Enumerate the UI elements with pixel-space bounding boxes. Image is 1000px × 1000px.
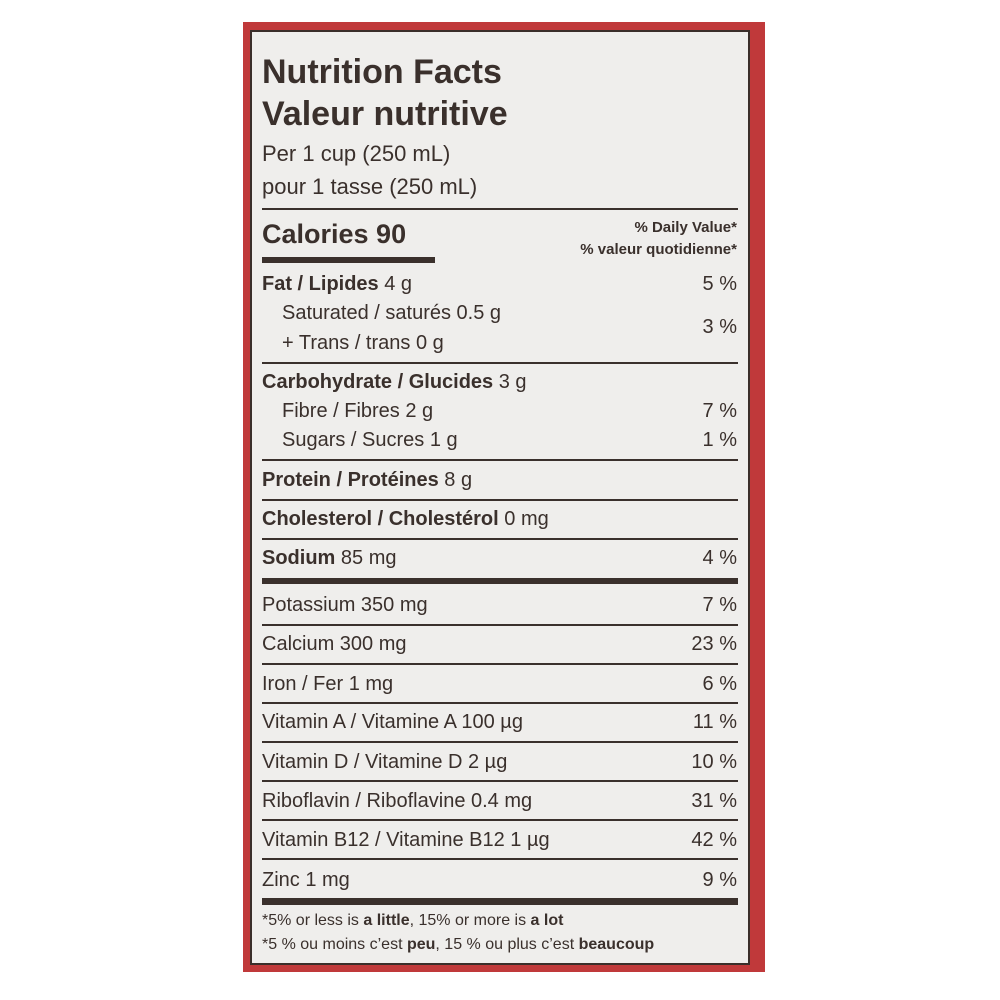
riboflavin-dv: 31 % [691, 790, 737, 812]
protein-row: Protein / Protéines 8 g [262, 469, 473, 491]
sodium-dv: 4 % [702, 547, 737, 569]
vitamin-a-row: Vitamin A / Vitamine A 100 µg [262, 711, 523, 733]
divider [262, 208, 738, 210]
divider [262, 741, 738, 743]
thick-divider [262, 898, 738, 905]
serving-fr: pour 1 tasse (250 mL) [262, 174, 478, 199]
saturated-trans-dv: 3 % [702, 316, 737, 338]
cholesterol-row: Cholesterol / Cholestérol 0 mg [262, 508, 549, 530]
sugars-dv: 1 % [702, 429, 737, 451]
potassium-dv: 7 % [702, 594, 737, 616]
fat-dv: 5 % [702, 273, 737, 295]
dv-header-en: % Daily Value* [634, 219, 737, 236]
calcium-row: Calcium 300 mg [262, 633, 407, 655]
footnote-en: *5% or less is a little, 15% or more is … [262, 912, 564, 929]
fibre-row: Fibre / Fibres 2 g [282, 400, 434, 422]
calories-bar [262, 257, 435, 263]
divider [262, 780, 738, 782]
divider [262, 362, 738, 364]
trans-row: + Trans / trans 0 g [282, 332, 444, 354]
dv-header-fr: % valeur quotidienne* [580, 241, 737, 258]
calories: Calories 90 [262, 219, 407, 249]
thick-divider [262, 578, 738, 584]
serving-en: Per 1 cup (250 mL) [262, 141, 451, 166]
footnote-fr: *5 % ou moins c’est peu, 15 % ou plus c’… [262, 936, 655, 953]
calcium-dv: 23 % [691, 633, 737, 655]
divider [262, 538, 738, 540]
iron-dv: 6 % [702, 673, 737, 695]
carbohydrate-row: Carbohydrate / Glucides 3 g [262, 371, 527, 393]
sodium-row: Sodium 85 mg [262, 547, 397, 569]
sugars-row: Sugars / Sucres 1 g [282, 429, 458, 451]
divider [262, 663, 738, 665]
divider [262, 459, 738, 461]
zinc-dv: 9 % [702, 869, 737, 891]
divider [262, 819, 738, 821]
divider [262, 499, 738, 501]
saturated-row: Saturated / saturés 0.5 g [282, 302, 502, 324]
title-fr: Valeur nutritive [262, 95, 508, 133]
nutrition-facts-panel [250, 30, 750, 965]
divider [262, 702, 738, 704]
vitamin-a-dv: 11 % [692, 711, 737, 733]
fat-row: Fat / Lipides 4 g [262, 273, 413, 295]
riboflavin-row: Riboflavin / Riboflavine 0.4 mg [262, 790, 533, 812]
zinc-row: Zinc 1 mg [262, 869, 350, 891]
divider [262, 624, 738, 626]
vitamin-b12-row: Vitamin B12 / Vitamine B12 1 µg [262, 829, 550, 851]
divider [262, 858, 738, 860]
vitamin-d-row: Vitamin D / Vitamine D 2 µg [262, 751, 508, 773]
fibre-dv: 7 % [702, 400, 737, 422]
iron-row: Iron / Fer 1 mg [262, 673, 394, 695]
potassium-row: Potassium 350 mg [262, 594, 428, 616]
vitamin-b12-dv: 42 % [691, 829, 737, 851]
title-en: Nutrition Facts [262, 53, 502, 91]
vitamin-d-dv: 10 % [691, 751, 737, 773]
